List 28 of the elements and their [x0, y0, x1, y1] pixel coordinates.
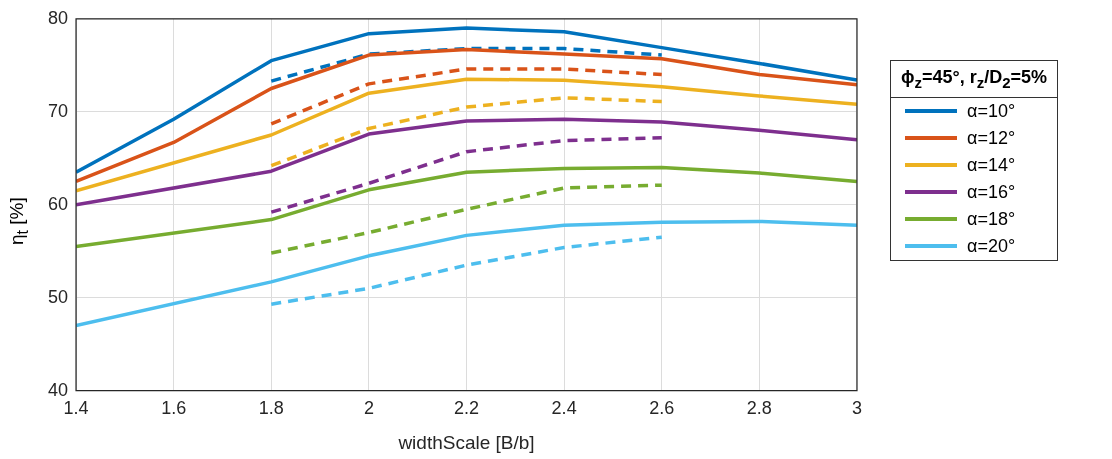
x-tick-label: 1.6 [161, 398, 187, 419]
legend-label: α=20° [967, 235, 1016, 257]
x-tick-label: 2.8 [746, 398, 772, 419]
legend-label: α=16° [967, 181, 1016, 203]
line-series [269, 136, 664, 214]
legend-label: α=14° [967, 154, 1016, 176]
line-series [269, 46, 664, 83]
legend-label: α=12° [967, 127, 1016, 149]
x-tick-label: 2.4 [551, 398, 577, 419]
legend-title: ϕ$_{z}$=45°, r$_{z}$/D$_{2}$=5% [891, 61, 1058, 98]
x-tick-label: 2.6 [649, 398, 675, 419]
y-tick-label: 60 [47, 193, 69, 214]
legend-label: α=18° [967, 208, 1016, 230]
x-tick-label: 1.4 [63, 398, 89, 419]
x-tick-label: 3 [851, 398, 862, 419]
y-tick-label: 80 [47, 7, 69, 28]
line-series [269, 183, 664, 255]
x-tick-label: 2.2 [453, 398, 480, 419]
line-series [269, 235, 664, 306]
x-axis-title: widthScale [B/b] [397, 431, 535, 453]
y-tick-label: 50 [47, 286, 69, 307]
line-series [269, 96, 664, 168]
y-tick-label: 40 [47, 379, 69, 400]
legend-label: α=10° [967, 100, 1016, 122]
line-series [269, 67, 664, 126]
y-tick-label: 70 [47, 100, 69, 121]
x-tick-label: 1.8 [258, 398, 284, 419]
x-tick-label: 2 [363, 398, 374, 419]
